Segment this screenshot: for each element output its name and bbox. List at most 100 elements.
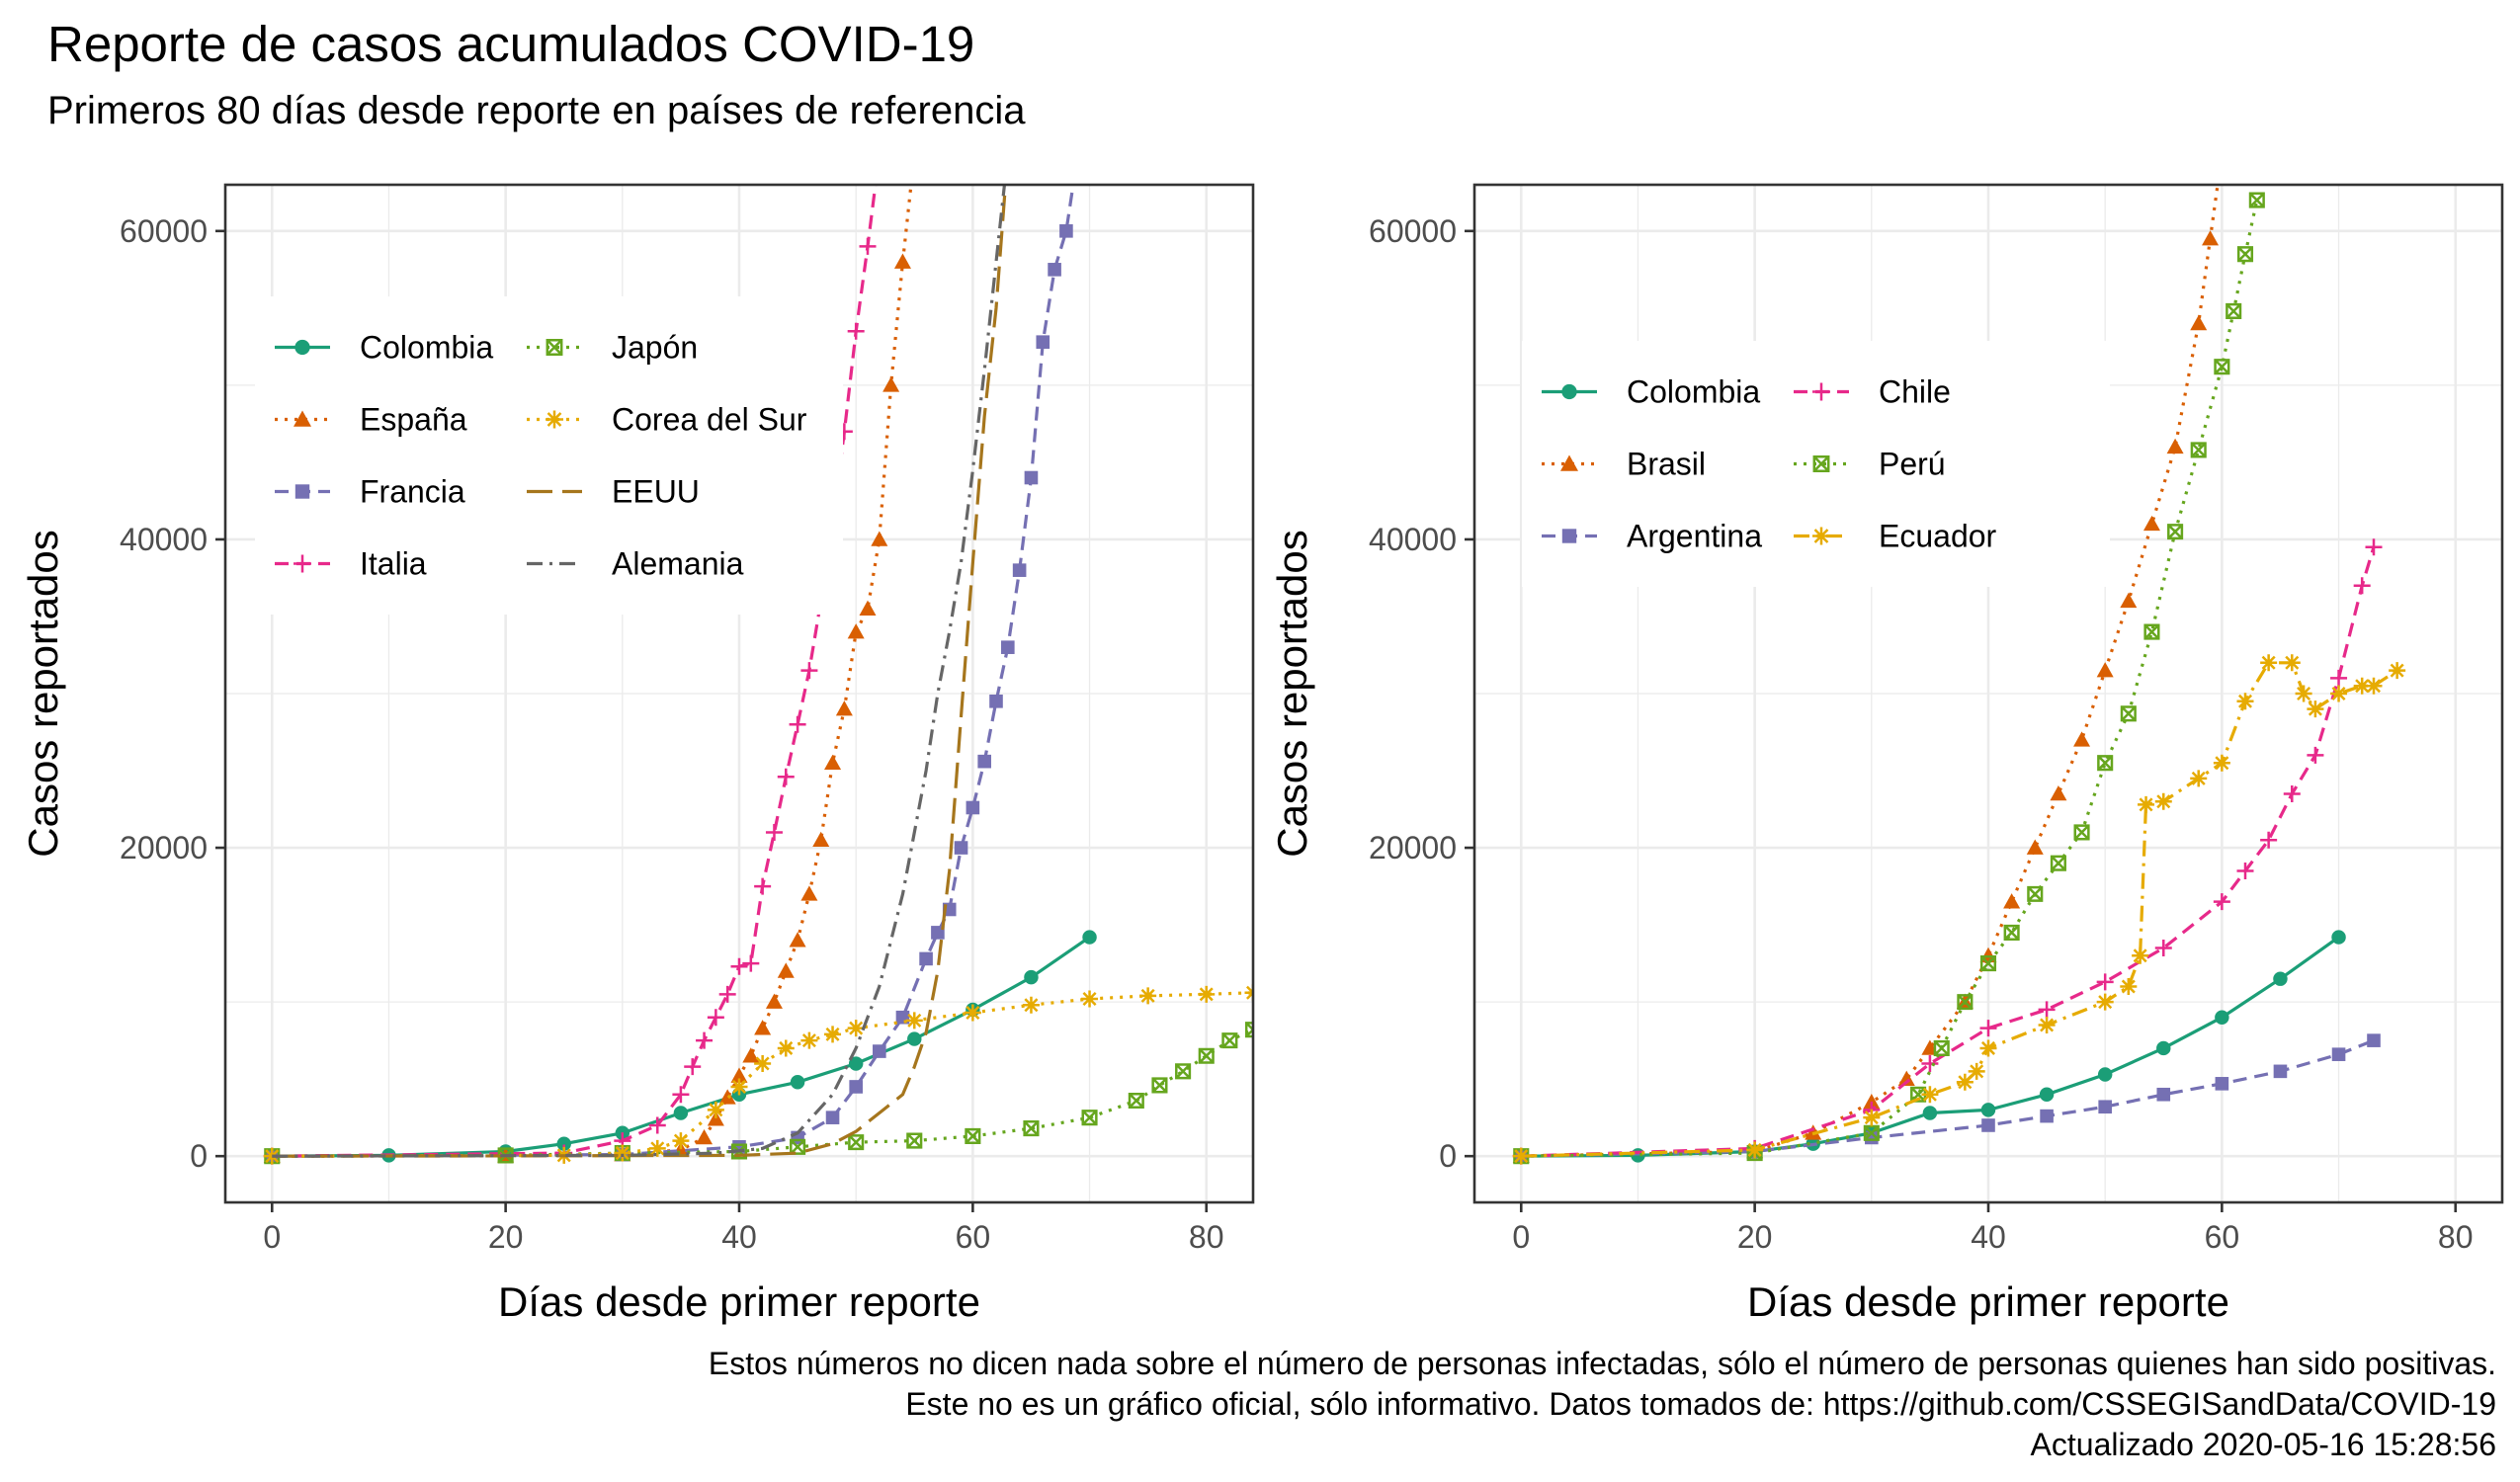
x-tick-label: 40: [721, 1219, 757, 1255]
right-legend: Colombia Brasil Argentina Chile Perú Ecuador: [1522, 341, 2110, 587]
point-brasil: [2003, 893, 2021, 909]
point-italia: [789, 715, 806, 733]
y-tick-label: 20000: [1369, 830, 1457, 865]
point-chile: [2353, 577, 2371, 595]
point-francia: [1036, 335, 1050, 349]
series-line-eeuu: [272, 185, 1008, 1158]
legend-key-marker: [294, 410, 311, 427]
point-brasil: [2214, 145, 2230, 160]
point-colombia: [848, 1056, 864, 1071]
point-brasil: [2120, 592, 2138, 609]
point-chile: [2260, 831, 2278, 849]
y-tick-label: 0: [1439, 1138, 1457, 1174]
series-alemania: [272, 185, 1007, 1158]
point-japon: [1023, 1120, 1040, 1137]
point-ecuador: [2295, 685, 2312, 702]
point-peru: [1957, 994, 1974, 1011]
point-francia: [895, 1010, 910, 1025]
series-line-espana: [272, 185, 913, 1158]
legend-key-marker: [1561, 529, 1577, 543]
point-ecuador: [1979, 1039, 1997, 1057]
point-espana: [696, 1128, 714, 1145]
point-espana: [871, 531, 888, 546]
x-tick-label: 0: [1512, 1219, 1530, 1255]
point-ecuador: [2096, 993, 2114, 1011]
point-argentina: [2040, 1109, 2054, 1123]
legend-key-marker: [1812, 527, 1830, 545]
point-corea-del-sur: [1139, 987, 1157, 1005]
point-peru: [2073, 824, 2090, 841]
caption-line-1: Estos números no dicen nada sobre el núm…: [708, 1346, 2496, 1381]
point-corea-del-sur: [800, 1031, 818, 1049]
point-argentina: [1981, 1118, 1995, 1132]
y-tick-label: 40000: [120, 522, 208, 557]
point-japon: [1221, 1032, 1238, 1049]
point-italia: [718, 985, 736, 1003]
caption-line-2: Este no es un gráfico oficial, sólo info…: [905, 1386, 2496, 1422]
point-chile: [2307, 746, 2324, 764]
point-francia: [849, 1080, 863, 1094]
legend-label: Corea del Sur: [612, 402, 807, 438]
point-colombia: [1980, 1103, 1996, 1117]
point-japon: [848, 1134, 865, 1151]
series-line-peru: [1521, 200, 2259, 1158]
point-colombia: [2156, 1040, 2171, 1056]
legend-label: EEUU: [612, 474, 700, 510]
point-japon: [1175, 1063, 1192, 1080]
legend-item-eeuu: EEUU: [527, 474, 700, 510]
point-colombia: [673, 1106, 689, 1120]
point-italia: [696, 1031, 714, 1049]
legend-label: Argentina: [1627, 519, 1762, 554]
point-ecuador: [1921, 1086, 1939, 1104]
point-colombia: [2273, 971, 2288, 986]
point-peru: [1863, 1124, 1880, 1141]
point-ecuador: [1512, 1147, 1530, 1165]
point-colombia: [2215, 1010, 2229, 1025]
point-italia: [672, 1086, 690, 1104]
point-peru: [2050, 855, 2066, 871]
x-tick-label: 80: [1189, 1219, 1224, 1255]
point-corea-del-sur: [1022, 996, 1040, 1014]
right-y-axis-title: Casos reportados: [1269, 530, 1315, 858]
legend-item-alemania: Alemania: [527, 546, 744, 582]
point-corea-del-sur: [754, 1055, 772, 1073]
legend-key-marker: [546, 410, 563, 429]
y-tick-label: 20000: [120, 830, 208, 865]
point-ecuador: [2307, 700, 2324, 718]
point-ecuador: [2154, 792, 2172, 810]
point-francia: [1001, 640, 1015, 654]
point-colombia: [1024, 969, 1039, 985]
point-espana: [859, 600, 877, 616]
legend-label: Ecuador: [1879, 519, 1997, 554]
point-espana: [824, 754, 842, 771]
point-ecuador: [1968, 1062, 1985, 1080]
legend-key-marker: [1812, 455, 1830, 472]
legend-key-marker: [546, 339, 563, 356]
y-tick-label: 60000: [120, 213, 208, 249]
point-argentina: [2367, 1033, 2381, 1047]
left-x-axis-title: Días desde primer reporte: [498, 1278, 980, 1325]
legend-key-marker: [294, 554, 311, 573]
point-italia: [871, 145, 887, 162]
x-tick-label: 20: [1737, 1219, 1773, 1255]
legend-label: Japón: [612, 330, 698, 366]
point-espana: [847, 623, 865, 639]
point-ecuador: [2389, 662, 2406, 680]
caption: Estos números no dicen nada sobre el núm…: [709, 1344, 2496, 1465]
point-italia: [730, 957, 748, 975]
x-tick-label: 0: [263, 1219, 281, 1255]
point-japon: [1151, 1077, 1168, 1094]
point-chile: [2330, 669, 2348, 687]
point-brasil: [1897, 1070, 1915, 1086]
point-ecuador: [1863, 1109, 1881, 1126]
point-corea-del-sur: [614, 1144, 631, 1162]
point-espana: [707, 1111, 724, 1126]
legend-key-marker: [1561, 383, 1577, 400]
legend-item-argentina: Argentina: [1542, 519, 1762, 554]
point-corea-del-sur: [648, 1139, 666, 1157]
point-espana: [765, 993, 783, 1009]
point-brasil: [2166, 438, 2184, 454]
legend-label: Italia: [360, 546, 427, 582]
point-espana: [742, 1047, 760, 1063]
point-espana: [812, 831, 830, 848]
